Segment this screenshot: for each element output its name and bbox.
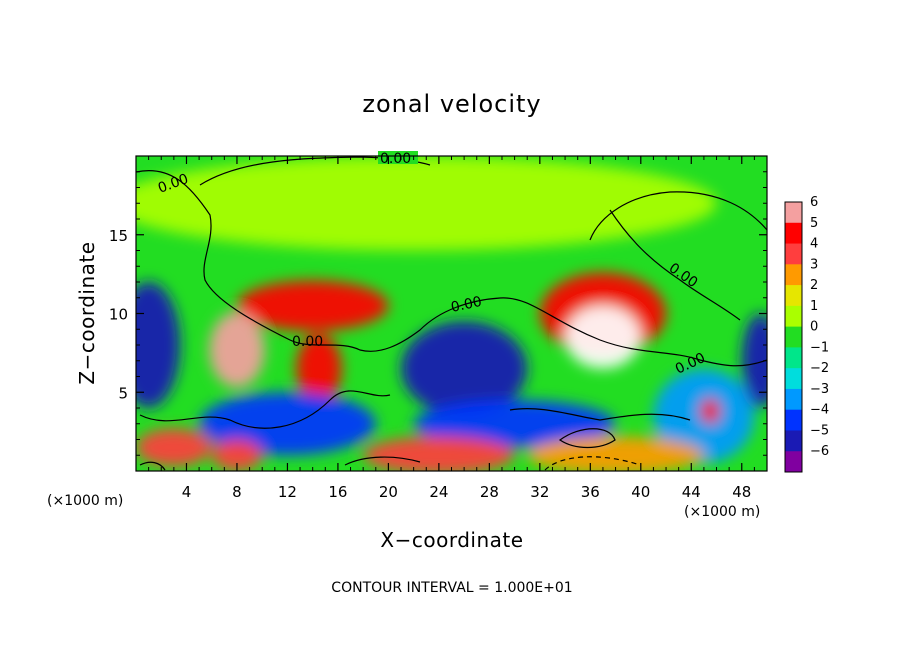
zero-contour <box>609 209 741 321</box>
colorbar: 6 5 4 3 2 1 0 −1 −2 −3 −4 −5 −6 <box>784 195 829 473</box>
colorbar-frame <box>784 201 803 473</box>
x-tick-label: 4 <box>182 483 192 501</box>
field-feature <box>401 321 528 416</box>
colorbar-label: 3 <box>810 257 818 272</box>
colorbar-label: 4 <box>810 237 818 252</box>
x-tick-label: 32 <box>530 483 549 501</box>
colorbar-swatch <box>785 202 802 224</box>
colorbar-label: −1 <box>810 340 829 355</box>
colorbar-label: −3 <box>810 382 829 397</box>
y-tick-marks <box>136 171 767 456</box>
x-tick-labels: 4 8 12 16 20 24 28 32 36 40 44 48 <box>182 483 752 501</box>
y-axis-label: Z−coordinate <box>75 241 99 384</box>
zero-contour <box>139 461 166 471</box>
colorbar-label: −4 <box>810 403 829 418</box>
y-tick-labels: 5 10 15 <box>109 227 128 403</box>
colorbar-swatch <box>785 264 802 286</box>
field-feature <box>209 311 265 388</box>
field-feature <box>363 436 515 471</box>
colorbar-swatch <box>785 285 802 307</box>
colorbar-label: 0 <box>810 320 818 335</box>
colorbar-label: −6 <box>810 444 829 459</box>
contour-label: 0.00 <box>450 294 484 316</box>
field-feature <box>413 400 616 448</box>
y-tick-label: 10 <box>109 306 128 324</box>
field-feature <box>236 280 389 331</box>
x-units-left: (×1000 m) <box>47 493 123 509</box>
colorbar-swatch <box>785 451 802 473</box>
colorbar-label: 5 <box>810 216 818 231</box>
chart-title: zonal velocity <box>362 90 541 118</box>
field-feature <box>136 282 181 408</box>
x-tick-label: 28 <box>480 483 499 501</box>
x-axis-label: X−coordinate <box>380 528 523 552</box>
zero-contour <box>558 428 616 449</box>
colorbar-swatch <box>785 347 802 369</box>
x-tick-label: 20 <box>379 483 398 501</box>
zero-contour <box>509 408 691 421</box>
colorbar-swatch <box>785 430 802 452</box>
colorbar-swatch <box>785 222 802 245</box>
field-feature <box>741 313 767 408</box>
x-tick-label: 12 <box>278 483 297 501</box>
colorbar-swatch <box>785 326 802 348</box>
x-tick-label: 36 <box>581 483 600 501</box>
colorbar-label: −2 <box>810 361 829 376</box>
field-layer <box>136 156 767 471</box>
colorbar-swatch <box>785 388 802 411</box>
zero-contour <box>589 191 767 241</box>
x-tick-label: 48 <box>732 483 751 501</box>
contour-label: 0.00 <box>292 334 323 350</box>
colorbar-swatch <box>785 368 802 390</box>
field-feature <box>565 305 641 369</box>
x-tick-label: 16 <box>328 483 347 501</box>
field-feature <box>700 398 721 424</box>
field-feature <box>211 439 263 471</box>
colorbar-label: −5 <box>810 423 829 438</box>
field-feature <box>199 392 376 456</box>
colorbar-swatch <box>785 409 802 431</box>
field-feature <box>296 333 342 404</box>
zero-contour <box>544 456 641 471</box>
zero-contour <box>136 170 767 367</box>
contour-interval-note: CONTOUR INTERVAL = 1.000E+01 <box>331 580 572 596</box>
x-tick-label: 40 <box>631 483 650 501</box>
x-tick-label: 44 <box>682 483 701 501</box>
zero-contour <box>344 456 421 466</box>
y-tick-label: 15 <box>109 227 128 245</box>
contour-label: 0.00 <box>380 151 411 167</box>
y-tick-label: 5 <box>118 384 128 402</box>
x-tick-label: 8 <box>232 483 242 501</box>
x-tick-label: 24 <box>429 483 448 501</box>
zero-contour <box>139 390 391 429</box>
field-feature <box>136 156 717 251</box>
colorbar-swatch <box>785 243 802 265</box>
colorbar-swatch <box>785 305 802 328</box>
x-tick-marks <box>148 156 755 471</box>
colorbar-label: 6 <box>810 195 818 210</box>
x-units-right: (×1000 m) <box>684 504 760 520</box>
plot-area: 0.00 0.00 0.00 0.00 0.00 0.00 <box>135 151 768 472</box>
colorbar-label: 1 <box>810 299 818 314</box>
field-feature <box>136 428 212 467</box>
colorbar-label: 2 <box>810 278 818 293</box>
